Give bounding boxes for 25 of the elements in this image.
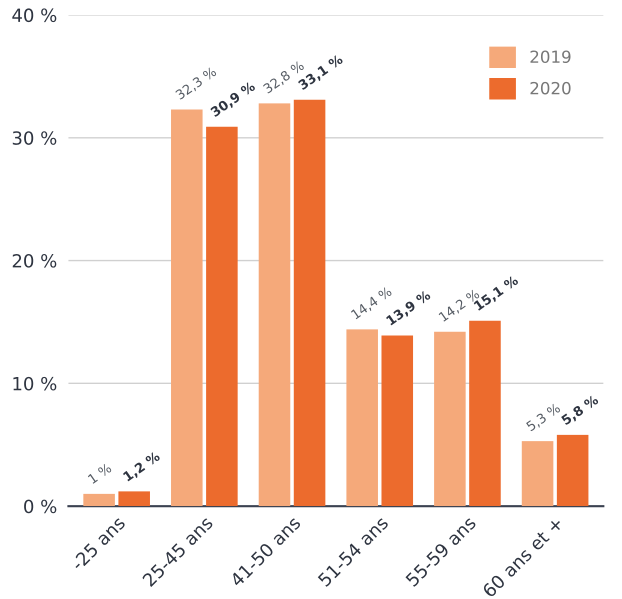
x-tick-label: 60 ans et + xyxy=(482,516,564,598)
legend-label: 2020 xyxy=(530,82,571,94)
y-tick-label: 10 % xyxy=(13,376,56,390)
bar xyxy=(381,335,414,506)
y-tick-label: 20 % xyxy=(12,254,56,268)
data-label: 1,2 % xyxy=(122,450,162,483)
bar xyxy=(171,110,203,506)
bar xyxy=(83,494,115,506)
y-tick-label: 40 % xyxy=(12,8,56,22)
bar xyxy=(206,126,238,506)
legend-label: 2019 xyxy=(530,50,570,64)
bar xyxy=(294,100,326,506)
data-label: 1 % xyxy=(88,462,112,484)
y-tick-label: 30 % xyxy=(12,131,56,145)
data-label: 5,3 % xyxy=(526,402,562,433)
y-tick-label: 0 % xyxy=(24,500,56,514)
bar xyxy=(118,491,150,506)
bar xyxy=(556,434,588,506)
bar xyxy=(469,320,501,506)
bar xyxy=(346,329,378,506)
data-label: 5,8 % xyxy=(560,394,600,427)
bar xyxy=(258,103,290,506)
bar xyxy=(434,332,466,506)
x-tick-label: -25 ans xyxy=(70,515,126,572)
bar xyxy=(522,441,554,506)
